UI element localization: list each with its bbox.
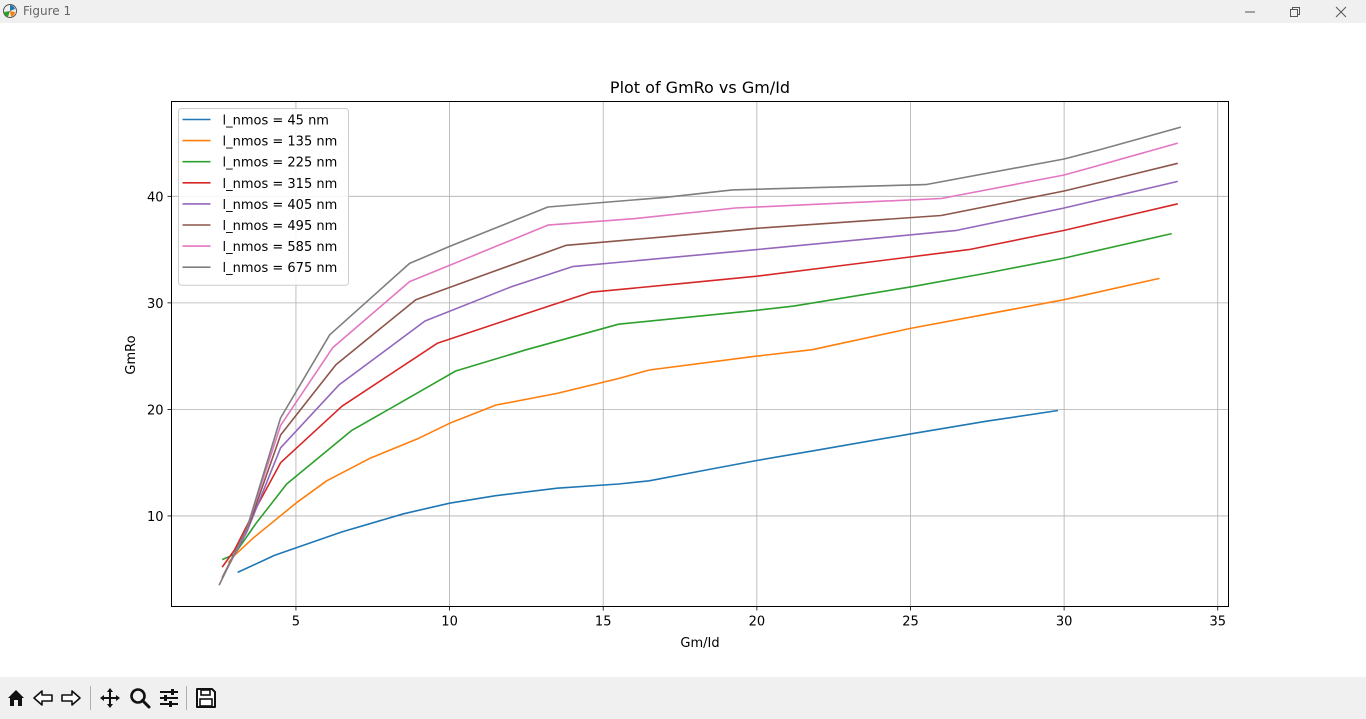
y-tick-label: 30: [147, 297, 164, 312]
x-tick-label: 30: [1056, 615, 1073, 630]
minimize-icon[interactable]: [1227, 0, 1273, 23]
maximize-icon[interactable]: [1272, 0, 1318, 23]
y-tick-label: 10: [147, 510, 164, 525]
legend-label: l_nmos = 405 nm: [223, 198, 338, 213]
legend-label: l_nmos = 585 nm: [223, 240, 338, 255]
plot-frame: [171, 101, 1229, 607]
configure-subplots-icon[interactable]: [157, 686, 181, 710]
y-tick-label: 40: [147, 190, 164, 205]
grid-lines: [171, 101, 1229, 607]
forward-icon[interactable]: [59, 686, 83, 710]
zoom-icon[interactable]: [128, 686, 152, 710]
legend-box: [178, 108, 349, 286]
close-icon[interactable]: [1318, 0, 1364, 23]
figure-canvas[interactable]: 5 10 15 20 25 30 35 10 20 30 40 Plot of GmRo vs Gm…: [0, 23, 1366, 677]
axis-ticks: 5 10 15 20 25 30 35 10 20 30 40: [147, 190, 1226, 629]
series-line: [227, 277, 1160, 564]
legend-label: l_nmos = 45 nm: [223, 114, 329, 129]
toolbar-separator: [186, 686, 187, 710]
legend-label: l_nmos = 495 nm: [223, 219, 338, 234]
series-line: [221, 232, 1172, 561]
y-tick-label: 20: [147, 403, 164, 418]
toolbar-separator: [90, 686, 91, 710]
series-line: [218, 142, 1179, 586]
series-line: [221, 162, 1178, 579]
home-icon[interactable]: [4, 686, 28, 710]
matplotlib-logo-icon: [2, 3, 18, 19]
back-icon[interactable]: [31, 686, 55, 710]
chart-title: Plot of GmRo vs Gm/Id: [610, 78, 790, 97]
series-line: [218, 126, 1182, 586]
series-line: [237, 409, 1059, 574]
pan-icon[interactable]: [98, 686, 122, 710]
legend-label: l_nmos = 135 nm: [223, 135, 338, 150]
chart-svg: 5 10 15 20 25 30 35 10 20 30 40 Plot of GmRo vs Gm…: [124, 78, 1229, 651]
series-line: [221, 203, 1178, 568]
x-tick-label: 35: [1209, 615, 1226, 630]
window-title: Figure 1: [23, 4, 72, 18]
series-line: [221, 180, 1178, 579]
x-tick-label: 10: [441, 615, 458, 630]
x-tick-label: 5: [292, 615, 300, 630]
x-tick-label: 25: [902, 615, 919, 630]
x-tick-label: 15: [595, 615, 612, 630]
window-titlebar: Figure 1: [0, 0, 1366, 23]
legend-label: l_nmos = 675 nm: [223, 261, 338, 276]
x-axis-label: Gm/Id: [680, 636, 719, 651]
save-icon[interactable]: [194, 686, 218, 710]
x-tick-label: 20: [749, 615, 766, 630]
legend-label: l_nmos = 315 nm: [223, 177, 338, 192]
navigation-toolbar: [0, 677, 1366, 719]
y-axis-label: GmRo: [124, 335, 139, 374]
series-lines: [218, 126, 1182, 586]
legend-label: l_nmos = 225 nm: [223, 156, 338, 171]
legend: l_nmos = 45 nm l_nmos = 135 nm l_nmos = 22…: [178, 108, 349, 286]
